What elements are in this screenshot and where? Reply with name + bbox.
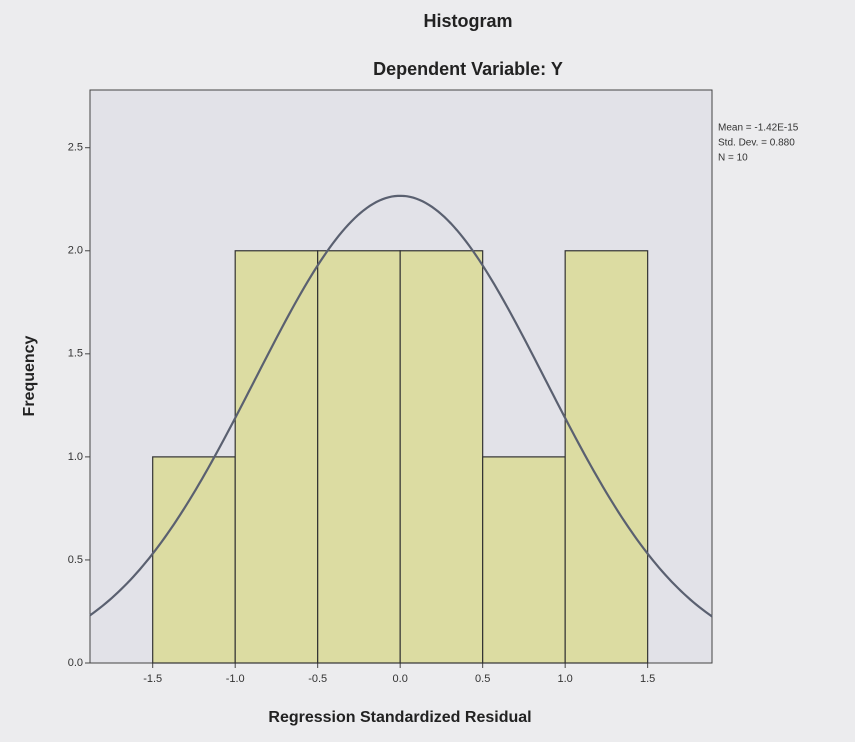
stats-label: Std. Dev. = 0.880 <box>718 138 795 149</box>
bar <box>399 250 484 664</box>
y-tick-label: 0.0 <box>68 657 83 669</box>
chart-subtitle: Dependent Variable: Y <box>373 59 563 79</box>
bar <box>234 250 319 664</box>
y-tick-label: 2.0 <box>68 245 83 257</box>
x-tick-label: -0.5 <box>308 673 327 685</box>
x-tick-label: 1.5 <box>640 673 655 685</box>
stats-label: Mean = -1.42E-15 <box>718 123 799 134</box>
x-tick-label: -1.5 <box>143 673 162 685</box>
x-axis-label: Regression Standardized Residual <box>268 709 531 726</box>
bar <box>482 456 566 664</box>
normal-curve <box>89 194 713 618</box>
y-tick-label: 1.0 <box>68 451 83 463</box>
y-tick-label: 1.5 <box>68 348 83 360</box>
x-tick-label: 0.5 <box>475 673 490 685</box>
chart-title: Histogram <box>423 11 512 31</box>
y-tick-label: 0.5 <box>68 554 83 566</box>
y-axis-label: Frequency <box>21 335 38 416</box>
stats-label: N = 10 <box>718 153 748 164</box>
bar <box>564 250 649 664</box>
bar <box>317 250 401 664</box>
x-tick-label: 0.0 <box>393 673 408 685</box>
bar <box>152 456 236 664</box>
x-tick-label: 1.0 <box>558 673 573 685</box>
x-tick-label: -1.0 <box>226 673 245 685</box>
y-tick-label: 2.5 <box>68 142 83 154</box>
